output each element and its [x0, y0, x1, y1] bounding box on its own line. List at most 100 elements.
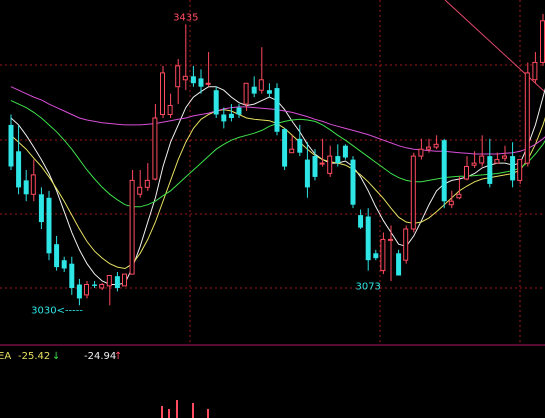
candle-body-up — [418, 148, 424, 157]
candles — [8, 13, 545, 306]
indicator-header: EA -25.42 ↓ -24.94 ↑ — [0, 351, 122, 362]
candle-body-down — [282, 129, 288, 167]
candle-body-down — [8, 124, 14, 167]
indicator-bars — [161, 400, 209, 418]
candle-body-down — [251, 86, 257, 94]
indicator-bar — [192, 403, 194, 418]
candle — [510, 142, 516, 188]
candle-body-up — [327, 155, 333, 174]
candle-body-down — [213, 90, 219, 115]
candle-body-down — [221, 114, 227, 122]
candle-body-up — [144, 179, 150, 188]
candle-body-down — [274, 88, 280, 132]
candle-body-down — [304, 159, 310, 188]
candle — [441, 138, 447, 209]
candle-body-up — [137, 186, 143, 195]
candle — [274, 83, 280, 136]
candle-body-up — [494, 159, 500, 164]
candle — [152, 104, 158, 181]
grid — [0, 0, 545, 345]
candle — [464, 156, 469, 181]
candle-body-up — [464, 166, 469, 180]
candle — [282, 128, 288, 170]
indicator-arrow2: ↑ — [114, 351, 122, 362]
candle — [319, 138, 325, 167]
candle — [129, 170, 135, 275]
candle-body-up — [502, 155, 507, 159]
candle — [487, 138, 493, 188]
candle-body-up — [524, 72, 530, 164]
ma-line-ma-yellow — [10, 109, 545, 270]
trendline — [444, 0, 545, 93]
candle — [433, 135, 439, 150]
candle-body-down — [266, 90, 272, 94]
candle — [122, 273, 127, 287]
candle-body-up — [479, 155, 485, 164]
candle-body-down — [335, 156, 341, 163]
candle-body-up — [175, 65, 181, 88]
candle — [198, 69, 204, 94]
candle — [373, 249, 379, 261]
candle — [524, 62, 530, 167]
candle-body-up — [205, 82, 211, 85]
indicator-bar — [176, 400, 178, 418]
candle — [388, 225, 393, 282]
candle — [502, 145, 507, 161]
candle-body-down — [198, 78, 204, 87]
candle — [167, 93, 173, 118]
candle-body-up — [540, 20, 545, 63]
candle-body-down — [92, 284, 98, 286]
candle — [350, 156, 356, 209]
candle — [106, 275, 112, 306]
candle-body-down — [76, 284, 82, 299]
indicator-bar — [207, 409, 209, 418]
candle-body-up — [448, 200, 454, 206]
candle-body-up — [532, 61, 538, 81]
candle — [517, 159, 523, 184]
annotations: 3435 3073 3030<----- — [31, 12, 381, 316]
candle-body-up — [152, 117, 158, 180]
candle-body-down — [236, 107, 242, 115]
candle-body-up — [426, 146, 431, 150]
candle — [327, 145, 333, 177]
candle-body-down — [23, 180, 29, 195]
ma-line-ma-green — [10, 100, 545, 208]
candle — [243, 82, 249, 112]
candle-body-up — [289, 148, 295, 154]
candle — [84, 281, 89, 299]
candle — [312, 149, 318, 181]
moving-averages — [10, 86, 545, 285]
ma-line-ma-white — [10, 86, 545, 285]
candle-body-up — [99, 284, 105, 289]
candle — [30, 159, 36, 202]
candle-body-down — [69, 263, 75, 288]
candle-body-up — [456, 193, 462, 199]
candle-body-down — [61, 260, 67, 269]
candle-body-up — [388, 238, 393, 241]
candle — [228, 104, 234, 122]
candle — [213, 86, 219, 118]
candle-body-down — [190, 76, 196, 84]
candle-body-down — [38, 194, 44, 223]
candle-body-down — [487, 156, 493, 184]
candle — [418, 138, 424, 160]
candle — [358, 209, 364, 229]
candle — [92, 281, 98, 288]
candle — [251, 76, 257, 98]
candle — [410, 152, 416, 233]
candle — [205, 52, 211, 87]
annotation-low-arrow: 3030<----- — [31, 305, 83, 316]
candle — [380, 232, 386, 275]
candle-body-down — [441, 140, 447, 202]
candle — [38, 187, 44, 229]
candle — [23, 170, 29, 202]
candle — [426, 138, 431, 153]
indicator-value1: -25.42 — [18, 351, 50, 362]
indicator-bar — [161, 406, 163, 418]
candle-body-up — [106, 275, 112, 287]
candle — [335, 144, 341, 167]
candle-body-down — [396, 253, 402, 276]
candle-body-up — [380, 238, 386, 272]
candle-body-up — [403, 228, 409, 261]
